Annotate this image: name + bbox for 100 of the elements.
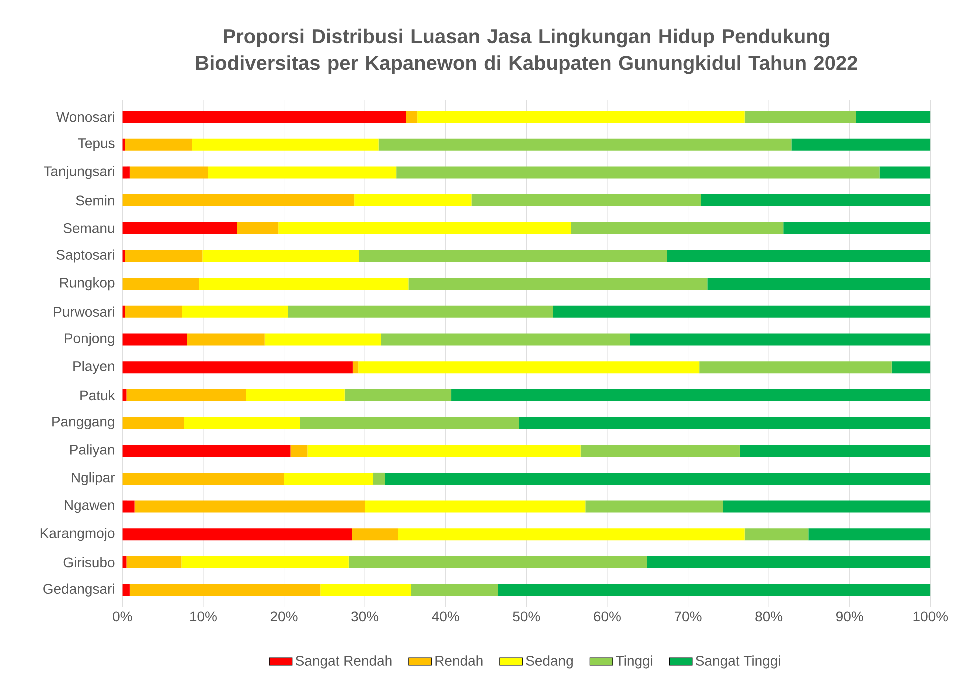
bar [519,417,931,430]
bar [630,334,931,346]
bar [130,584,321,596]
x-tick-label: 70% [674,612,702,622]
bar [744,528,809,541]
bar [571,222,784,234]
bar [125,138,192,151]
bar [348,556,648,568]
bar [126,556,182,568]
bar [408,278,708,290]
bar [134,500,366,513]
x-tick-label: 100% [914,612,948,622]
bar [398,528,745,541]
bar [122,334,188,346]
x-tick-label: 30% [352,612,379,622]
x-tick-label: 90% [836,612,864,622]
bar [122,278,200,290]
y-tick-label: Purwosari [54,306,114,318]
bar [406,111,418,124]
bar [122,222,238,234]
bar [418,111,745,124]
bar [264,334,382,346]
bar [385,472,931,485]
bar [122,166,130,179]
bar [358,362,700,374]
bar [744,111,856,124]
bar [808,528,931,541]
y-tick-label: Nglipar [72,472,116,486]
x-tick-label: 10% [190,612,217,622]
bar [352,362,359,374]
bar [122,111,406,124]
x-tick-label: 0% [113,612,132,622]
bar [586,500,724,513]
x-tick-label: 80% [756,612,783,622]
bar [580,445,740,458]
bar [122,472,284,485]
y-tick-label: Playen [74,361,114,374]
x-tick-label: 50% [513,612,540,622]
bar [856,111,931,124]
bar [182,306,288,318]
bar [378,138,792,151]
y-tick-label: Karangmojo [40,528,115,542]
bar [122,584,130,596]
bar [122,194,355,207]
y-tick-label: Wonosari [56,112,114,122]
legend-label: Rendah [436,656,483,666]
bar [308,445,581,458]
bar [284,472,374,485]
y-tick-label: Saptosari [56,250,114,263]
bar [359,250,668,262]
bar [373,472,386,485]
bar [182,556,349,568]
y-tick-label: Rungkop [60,278,115,291]
bar [740,445,931,458]
bar [396,166,880,179]
bar [344,389,452,402]
bar [122,417,184,430]
x-tick-label: 60% [594,612,621,622]
bar [472,194,702,207]
bar [300,417,520,430]
y-tick-label: Girisubo [64,557,115,568]
y-tick-label: Ngawen [65,500,114,514]
bar [125,250,203,262]
bar [452,389,931,402]
bar [553,306,931,318]
legend-label: Sangat Rendah [296,656,392,669]
bar [667,250,931,262]
bar [708,278,931,290]
bar [290,445,308,458]
x-tick-label: 40% [432,612,460,622]
y-tick-label: Gedangsari [44,584,114,597]
legend-label: Sedang [526,656,573,669]
bar [784,222,931,234]
bar [880,166,931,179]
bar [647,556,931,568]
bar [122,500,135,513]
bar [701,194,931,207]
bar [320,584,412,596]
y-tick-label: Semin [76,195,114,206]
bar [122,528,352,541]
bar [237,222,279,234]
y-tick-label: Semanu [64,223,114,234]
bar [202,250,360,262]
y-tick-label: Ponjong [65,333,114,346]
bar [365,500,586,513]
x-tick-label: 20% [270,612,298,622]
bar [187,334,265,346]
bar [288,306,554,318]
bar [246,389,345,402]
bar [130,166,208,179]
bar [792,138,931,151]
bar [723,500,931,513]
bar [208,166,397,179]
bar [184,417,300,430]
y-tick-label: Patuk [80,390,116,401]
bar [498,584,931,596]
bar [411,584,498,596]
bar [199,278,409,290]
bar [381,334,630,346]
y-tick-label: Tepus [78,138,115,152]
